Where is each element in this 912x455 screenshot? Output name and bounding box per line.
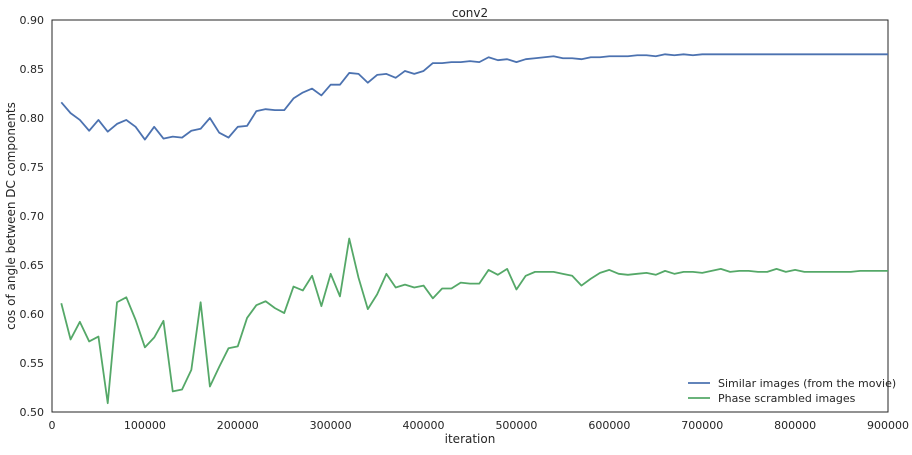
x-tick-label: 0 [49,419,56,432]
y-tick-label: 0.75 [20,161,45,174]
y-tick-label: 0.90 [20,14,45,27]
chart-title: conv2 [452,6,488,20]
y-axis-label: cos of angle between DC components [4,102,18,330]
series-line-2 [60,237,888,405]
series-layer [60,53,888,405]
x-tick-label: 600000 [588,419,630,432]
x-tick-label: 500000 [495,419,537,432]
x-tick-label: 900000 [867,419,909,432]
x-axis-label: iteration [445,432,496,446]
x-tick-label: 700000 [681,419,723,432]
y-tick-label: 0.70 [20,210,45,223]
series-line-1 [60,53,888,141]
x-tick-label: 300000 [310,419,352,432]
y-tick-label: 0.80 [20,112,45,125]
x-axis-ticks: 0 100000 200000 300000 400000 500000 600000 700… [49,419,910,432]
plot-frame [51,19,889,413]
y-tick-label: 0.85 [20,63,45,76]
y-tick-label: 0.60 [20,308,45,321]
x-tick-label: 100000 [124,419,166,432]
y-tick-label: 0.55 [20,357,45,370]
y-tick-label: 0.65 [20,259,45,272]
legend-label-1: Similar images (from the movie) [718,377,896,390]
x-tick-label: 800000 [774,419,816,432]
x-tick-label: 400000 [403,419,445,432]
y-tick-label: 0.50 [20,406,45,419]
y-axis-ticks: 0.50 0.55 0.60 0.65 0.70 0.75 0.80 0.85 0.90 [20,14,45,419]
legend-label-2: Phase scrambled images [718,392,856,405]
x-tick-label: 200000 [217,419,259,432]
legend: Similar images (from the movie) Phase scr… [688,377,896,405]
